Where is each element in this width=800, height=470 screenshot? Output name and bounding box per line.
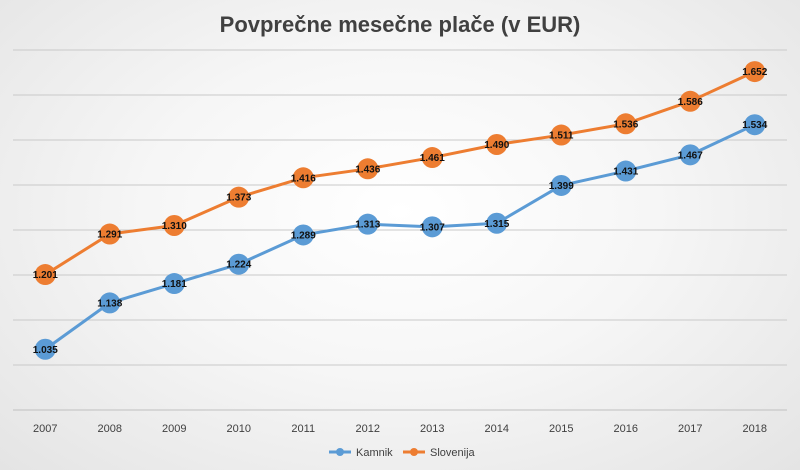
data-label: 1.224 xyxy=(226,260,251,271)
data-label: 1.373 xyxy=(226,193,251,204)
data-label: 1.534 xyxy=(742,120,767,131)
data-point-marker xyxy=(550,124,572,146)
x-axis-tick-labels: 2007 2008 2009 2010 2011 2012 2013 2014 2015 2016… xyxy=(33,423,767,435)
data-point-marker xyxy=(486,212,508,234)
data-label: 1.416 xyxy=(291,173,316,184)
data-label: 1.431 xyxy=(613,167,638,178)
data-point-marker xyxy=(228,253,250,275)
data-label: 1.461 xyxy=(420,153,445,164)
data-point-marker xyxy=(99,292,121,314)
legend-marker-swatch xyxy=(410,448,418,456)
chart-title: Povprečne mesečne plače (v EUR) xyxy=(220,12,581,37)
series-kamnik: 1.035 1.138 1.181 1.224 1.289 1.313 1.307 1.315… xyxy=(33,114,768,360)
data-label: 1.138 xyxy=(97,298,122,309)
data-point-marker xyxy=(34,264,56,286)
legend-item-slovenija: Slovenija xyxy=(403,447,476,459)
legend-label: Slovenija xyxy=(430,447,476,459)
data-label: 1.310 xyxy=(162,221,187,232)
x-tick-label: 2011 xyxy=(291,423,315,435)
data-point-marker xyxy=(163,273,185,295)
data-point-marker xyxy=(679,144,701,166)
data-point-marker xyxy=(615,160,637,182)
data-label: 1.291 xyxy=(97,230,122,241)
data-label: 1.436 xyxy=(355,164,380,175)
data-label: 1.315 xyxy=(484,219,509,230)
data-point-marker xyxy=(357,158,379,180)
data-point-marker xyxy=(550,174,572,196)
data-point-marker xyxy=(679,90,701,112)
series-layer: 1.035 1.138 1.181 1.224 1.289 1.313 1.307 1.315… xyxy=(33,61,768,360)
series-line xyxy=(43,123,757,351)
data-point-marker xyxy=(228,186,250,208)
data-point-marker xyxy=(421,147,443,169)
data-label: 1.399 xyxy=(549,181,574,192)
data-point-marker xyxy=(99,223,121,245)
data-label: 1.467 xyxy=(678,150,703,161)
legend-marker-swatch xyxy=(336,448,344,456)
x-tick-label: 2018 xyxy=(743,423,767,435)
data-label: 1.289 xyxy=(291,230,316,241)
data-point-marker xyxy=(744,61,766,83)
data-label: 1.536 xyxy=(613,119,638,130)
series-slovenija: 1.201 1.291 1.310 1.373 1.416 1.436 1.461 1.490… xyxy=(33,61,768,286)
data-point-marker xyxy=(615,113,637,135)
data-point-marker xyxy=(34,338,56,360)
series-line xyxy=(43,70,757,277)
data-label: 1.511 xyxy=(549,131,574,142)
x-tick-label: 2010 xyxy=(227,423,251,435)
x-tick-label: 2009 xyxy=(162,423,186,435)
data-point-marker xyxy=(163,215,185,236)
data-label: 1.652 xyxy=(742,67,767,78)
data-label: 1.201 xyxy=(33,270,58,281)
legend: Kamnik Slovenija xyxy=(329,447,476,459)
data-point-marker xyxy=(292,224,314,246)
x-tick-label: 2014 xyxy=(485,423,509,435)
data-point-marker xyxy=(421,216,443,238)
x-tick-label: 2017 xyxy=(678,423,702,435)
x-tick-label: 2008 xyxy=(98,423,122,435)
data-label: 1.181 xyxy=(162,279,187,290)
x-tick-label: 2007 xyxy=(33,423,57,435)
x-tick-label: 2015 xyxy=(549,423,573,435)
x-tick-label: 2013 xyxy=(420,423,444,435)
data-point-marker xyxy=(744,114,766,136)
x-tick-label: 2012 xyxy=(356,423,380,435)
data-point-marker xyxy=(292,167,314,189)
data-point-marker xyxy=(486,134,508,155)
data-label: 1.307 xyxy=(420,222,445,233)
data-label: 1.035 xyxy=(33,345,58,356)
x-tick-label: 2016 xyxy=(614,423,638,435)
legend-item-kamnik: Kamnik xyxy=(329,447,393,459)
data-label: 1.586 xyxy=(678,97,703,108)
data-label: 1.490 xyxy=(484,140,509,151)
legend-label: Kamnik xyxy=(356,447,393,459)
data-point-marker xyxy=(357,213,379,235)
data-label: 1.313 xyxy=(355,220,380,231)
